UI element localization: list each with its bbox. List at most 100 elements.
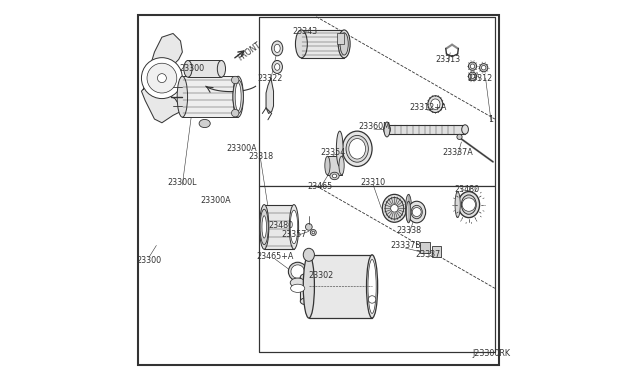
Text: 23337: 23337 xyxy=(415,250,440,259)
Text: 23337A: 23337A xyxy=(442,148,473,157)
Circle shape xyxy=(390,205,398,212)
Text: 23302: 23302 xyxy=(308,271,333,280)
Text: 23318: 23318 xyxy=(248,152,273,161)
Ellipse shape xyxy=(330,172,339,180)
Text: 23312: 23312 xyxy=(467,74,493,83)
Ellipse shape xyxy=(346,135,369,162)
Circle shape xyxy=(369,296,376,303)
Text: 23300A: 23300A xyxy=(200,196,231,205)
Ellipse shape xyxy=(289,262,307,281)
Text: 23313: 23313 xyxy=(436,55,461,64)
Ellipse shape xyxy=(340,33,348,55)
Text: 23300: 23300 xyxy=(179,64,204,73)
Ellipse shape xyxy=(349,139,365,159)
Ellipse shape xyxy=(385,198,404,219)
Bar xyxy=(387,125,465,134)
Circle shape xyxy=(462,198,476,211)
Ellipse shape xyxy=(260,209,268,245)
Ellipse shape xyxy=(312,231,315,234)
Ellipse shape xyxy=(303,255,314,318)
Ellipse shape xyxy=(275,44,280,52)
Ellipse shape xyxy=(290,278,305,287)
Ellipse shape xyxy=(325,156,330,175)
Ellipse shape xyxy=(337,131,343,167)
Ellipse shape xyxy=(342,131,372,167)
Ellipse shape xyxy=(455,192,460,218)
Text: 23337B: 23337B xyxy=(390,241,421,250)
Ellipse shape xyxy=(408,201,426,223)
Ellipse shape xyxy=(383,125,390,134)
Ellipse shape xyxy=(406,201,411,223)
Ellipse shape xyxy=(431,99,440,109)
Text: 23480: 23480 xyxy=(454,185,479,194)
Ellipse shape xyxy=(303,248,314,262)
Bar xyxy=(420,242,429,253)
Text: 23357: 23357 xyxy=(281,230,307,239)
Text: 23343: 23343 xyxy=(292,27,317,36)
Ellipse shape xyxy=(300,298,312,305)
Bar xyxy=(182,76,238,117)
Text: 23300: 23300 xyxy=(136,256,161,265)
Bar xyxy=(337,33,344,44)
Text: 23480: 23480 xyxy=(268,221,294,230)
Bar xyxy=(300,277,312,301)
Ellipse shape xyxy=(470,64,475,68)
Circle shape xyxy=(232,76,239,84)
Circle shape xyxy=(412,208,421,217)
Polygon shape xyxy=(266,78,273,113)
Text: J23300RK: J23300RK xyxy=(472,349,510,358)
Ellipse shape xyxy=(199,119,211,128)
Ellipse shape xyxy=(411,205,422,219)
Ellipse shape xyxy=(468,62,477,70)
Ellipse shape xyxy=(479,64,488,72)
Ellipse shape xyxy=(233,76,243,117)
Ellipse shape xyxy=(262,216,266,238)
Circle shape xyxy=(232,109,239,117)
Ellipse shape xyxy=(300,274,312,280)
Bar xyxy=(301,30,344,58)
Ellipse shape xyxy=(461,195,476,214)
Text: 23360M: 23360M xyxy=(358,122,390,131)
Bar xyxy=(259,17,495,186)
Ellipse shape xyxy=(367,255,378,318)
Text: 23300L: 23300L xyxy=(168,178,197,187)
Ellipse shape xyxy=(470,74,475,78)
Text: 23300A: 23300A xyxy=(227,144,257,153)
Ellipse shape xyxy=(368,260,376,313)
Ellipse shape xyxy=(184,61,192,77)
Bar xyxy=(259,186,495,352)
Bar xyxy=(431,246,441,257)
Ellipse shape xyxy=(428,96,443,112)
Ellipse shape xyxy=(384,122,390,137)
Ellipse shape xyxy=(339,156,344,175)
Ellipse shape xyxy=(468,72,477,80)
Bar xyxy=(309,255,372,318)
Text: FRONT: FRONT xyxy=(236,40,263,62)
Ellipse shape xyxy=(310,230,316,235)
Circle shape xyxy=(157,74,166,83)
Circle shape xyxy=(141,58,182,99)
Ellipse shape xyxy=(289,205,299,249)
Text: 23338: 23338 xyxy=(397,226,422,235)
Bar xyxy=(264,205,294,249)
Ellipse shape xyxy=(275,64,280,70)
Text: 23465+A: 23465+A xyxy=(257,252,294,261)
Ellipse shape xyxy=(291,210,298,244)
Polygon shape xyxy=(141,33,182,123)
Ellipse shape xyxy=(382,195,406,222)
Bar xyxy=(188,60,221,77)
Ellipse shape xyxy=(406,195,412,222)
Ellipse shape xyxy=(272,61,282,74)
Ellipse shape xyxy=(177,76,188,117)
Ellipse shape xyxy=(233,80,243,113)
Ellipse shape xyxy=(291,265,305,278)
Ellipse shape xyxy=(296,30,307,58)
Ellipse shape xyxy=(291,284,305,292)
Ellipse shape xyxy=(260,205,269,249)
Text: 23310: 23310 xyxy=(360,178,386,187)
Ellipse shape xyxy=(458,192,479,218)
Ellipse shape xyxy=(332,174,337,178)
Ellipse shape xyxy=(338,30,350,58)
Ellipse shape xyxy=(218,61,225,77)
Text: 23322: 23322 xyxy=(258,74,284,83)
